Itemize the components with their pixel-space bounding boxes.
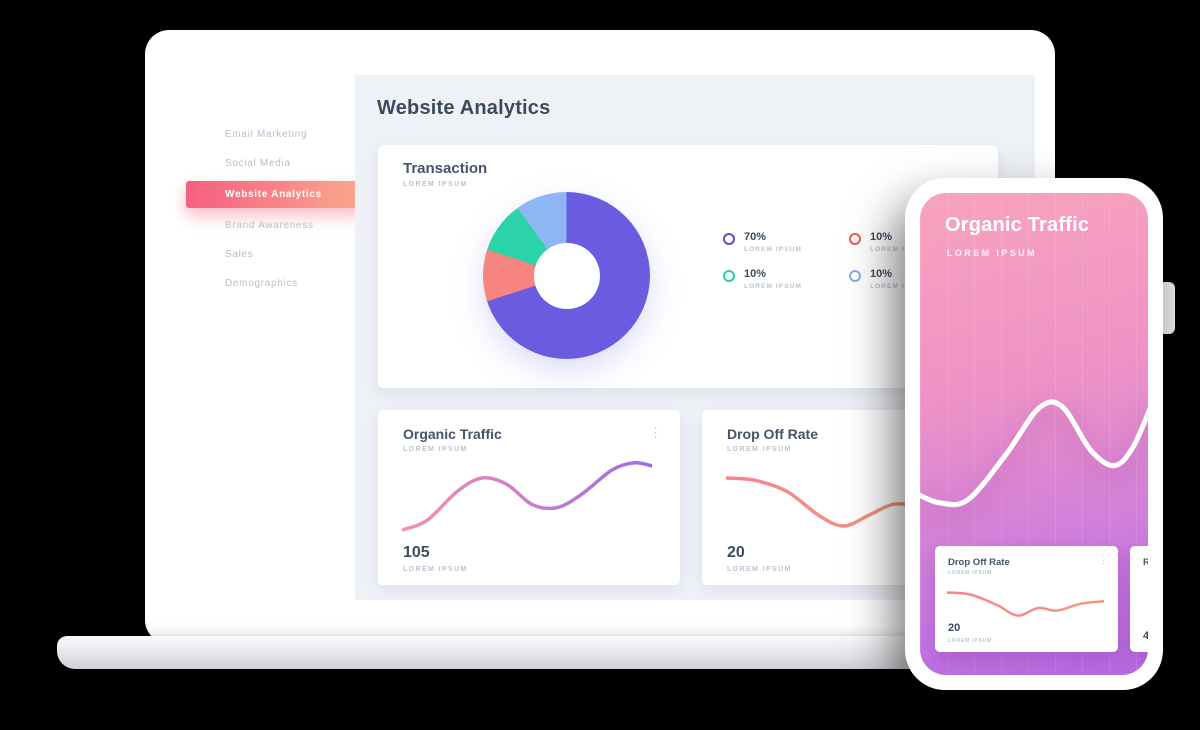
legend-value: 70% [744,231,767,243]
sidebar-item-demographics[interactable]: Demographics [225,278,298,289]
legend-dot-red [849,233,861,245]
kebab-menu-icon[interactable]: ⋮ [649,425,662,440]
organic-metric-value: 105 [403,544,430,561]
page-title: Website Analytics [377,97,551,119]
legend-label: LOREM IPSUM [744,283,802,290]
dropoff-card-subtitle: LOREM IPSUM [727,446,792,453]
sidebar: Email Marketing Social Media Website Ana… [175,75,363,600]
organic-card-title: Organic Traffic [403,426,502,442]
legend-label: LOREM IPSUM [744,246,802,253]
sidebar-item-email-marketing[interactable]: Email Marketing [225,129,308,140]
phone-dropoff-chart [947,591,1104,617]
phone-partial-value: 4 [1143,630,1148,642]
transaction-card-title: Transaction [403,160,488,177]
phone-page-title: Organic Traffic [945,214,1090,236]
legend-dot-teal [723,270,735,282]
sidebar-item-sales[interactable]: Sales [225,249,254,260]
kebab-menu-icon[interactable]: ⋮ [1099,555,1108,565]
legend-item-blue: 10% LOREM IPSUM [849,268,975,290]
phone-cards-row: Drop Off Rate LOREM IPSUM ⋮ 20 LOREM [935,546,1148,652]
sidebar-item-social-media[interactable]: Social Media [225,158,291,169]
organic-metric-label: LOREM IPSUM [403,566,468,573]
phone-partial-card: R 4 [1130,546,1148,652]
transaction-donut-chart [483,192,650,359]
legend-value: 10% [744,268,767,280]
legend-dot-blue [849,270,861,282]
phone-dropoff-card: Drop Off Rate LOREM IPSUM ⋮ 20 LOREM [935,546,1118,652]
legend-label: LOREM IPSUM [870,246,928,253]
phone-dropoff-title: Drop Off Rate [948,557,1010,568]
transaction-card: Transaction LOREM IPSUM 70% LOREM IPSUM … [378,145,998,388]
transaction-legend: 70% LOREM IPSUM 10% LOREM IPSUM 10% LORE… [723,231,975,290]
dropoff-metric-label: LOREM IPSUM [727,566,792,573]
phone-dropoff-value: 20 [948,622,961,634]
phone-organic-chart [920,399,1148,508]
organic-card-subtitle: LOREM IPSUM [403,446,468,453]
legend-item-red: 10% LOREM IPSUM [849,231,975,253]
phone-dropoff-subtitle: LOREM IPSUM [948,570,993,576]
legend-item-purple: 70% LOREM IPSUM [723,231,849,253]
sidebar-item-website-analytics[interactable]: Website Analytics [186,181,363,208]
dropoff-metric: 20 LOREM IPSUM [727,544,792,573]
phone-partial-title: R [1143,557,1148,568]
phone-dropoff-metric: 20 LOREM IPSUM [948,618,992,644]
sidebar-item-brand-awareness[interactable]: Brand Awareness [225,220,314,231]
legend-item-teal: 10% LOREM IPSUM [723,268,849,290]
phone-mockup: Organic Traffic LOREM IPSUM Drop Off Rat… [905,178,1163,690]
phone-dropoff-value-label: LOREM IPSUM [948,638,993,644]
legend-dot-purple [723,233,735,245]
transaction-card-subtitle: LOREM IPSUM [403,181,468,188]
dropoff-card-title: Drop Off Rate [727,426,818,442]
organic-traffic-card: Organic Traffic LOREM IPSUM ⋮ 105 LOREM … [378,410,680,585]
legend-value: 10% [870,231,893,243]
organic-metric: 105 LOREM IPSUM [403,544,468,573]
phone-screen: Organic Traffic LOREM IPSUM Drop Off Rat… [920,193,1148,675]
organic-traffic-chart [402,460,652,532]
phone-page-subtitle: LOREM IPSUM [947,248,1037,258]
legend-label: LOREM IPSUM [870,283,928,290]
phone-partial-metric: 4 [1143,626,1148,644]
legend-value: 10% [870,268,893,280]
dropoff-metric-value: 20 [727,544,745,561]
